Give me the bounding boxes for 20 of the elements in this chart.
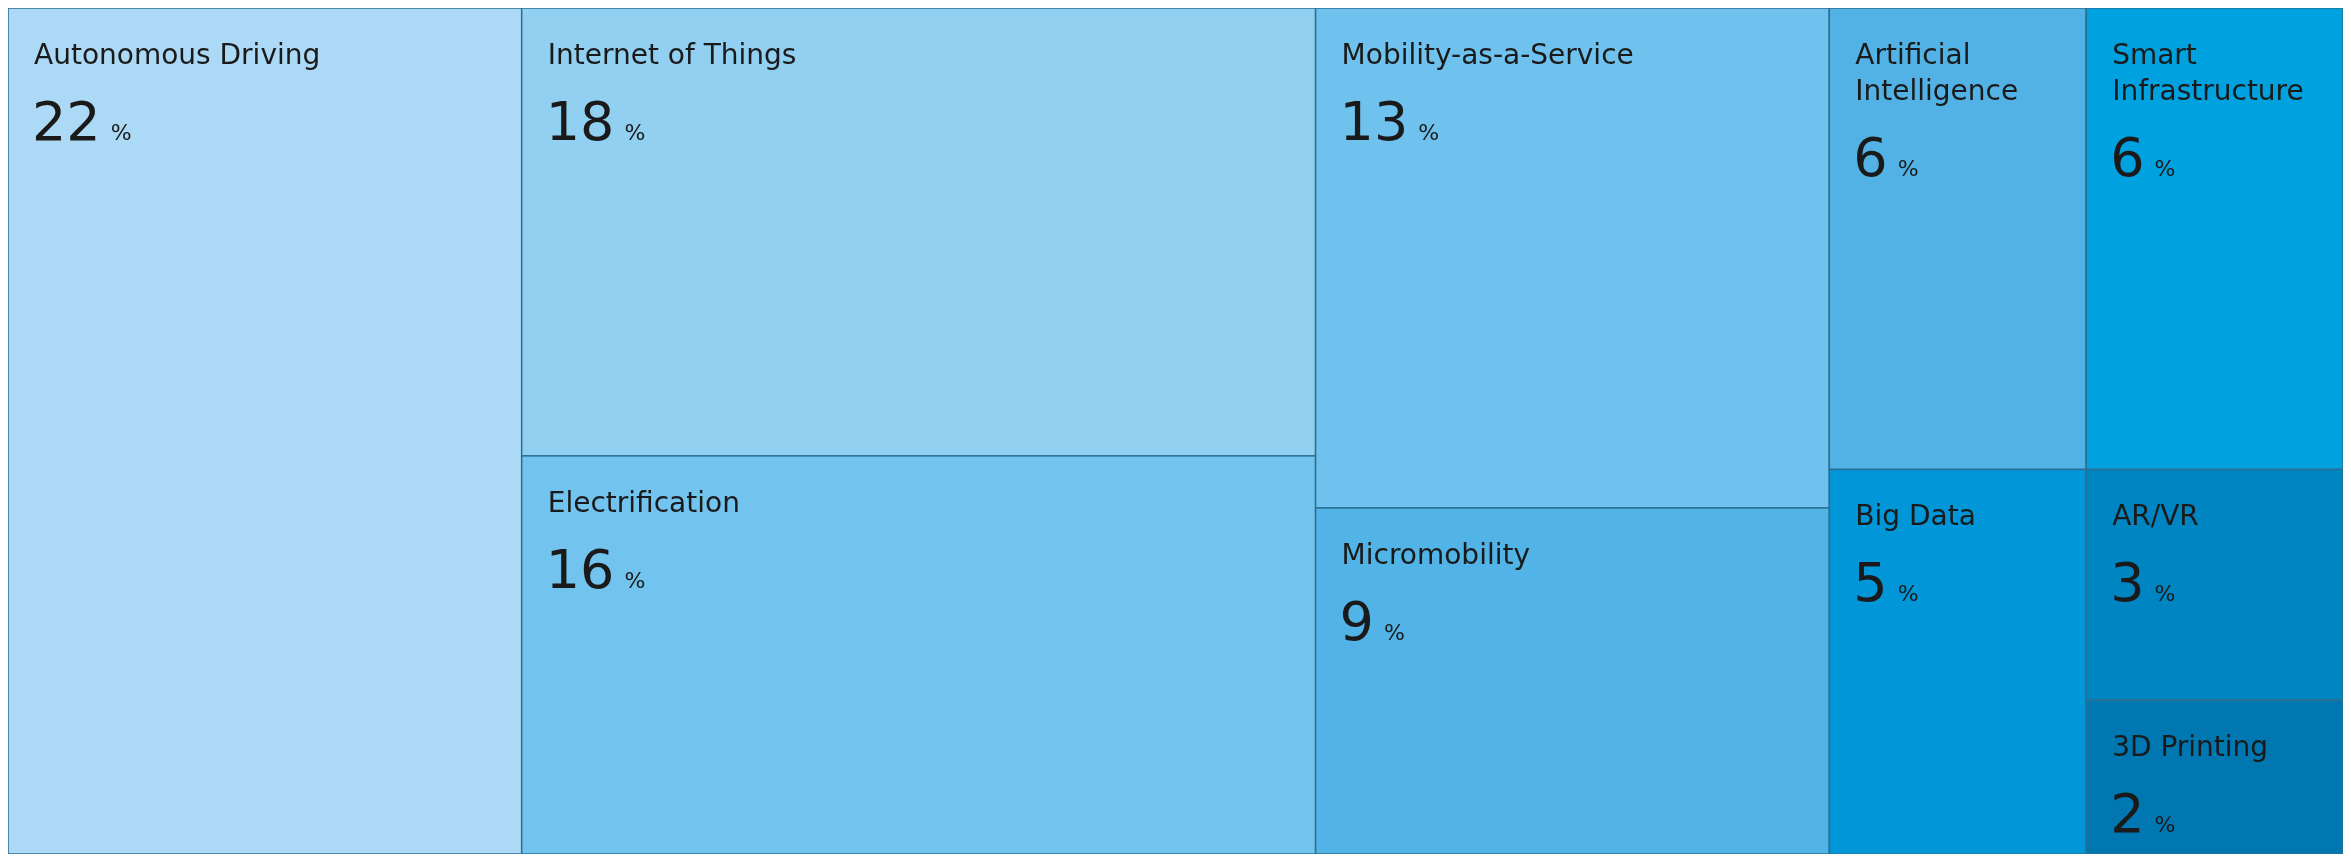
category-label: AR/VR [2112, 499, 2199, 533]
category-label: Mobility-as-a-Service [1341, 38, 1634, 71]
category-label: Autonomous Driving [34, 38, 321, 71]
data-label: 9 % [1339, 589, 1405, 653]
data-label: 18 % [545, 90, 646, 153]
data-label: 6 % [2110, 126, 2176, 189]
category-label: 3D Printing [2112, 730, 2269, 764]
data-label: 13 % [1339, 90, 1440, 153]
data-label: 16 % [545, 537, 646, 601]
data-label: 2 % [2110, 782, 2176, 846]
data-label: 22 % [32, 90, 132, 153]
category-label: Internet of Things [547, 38, 797, 71]
category-label: Electrification [547, 485, 740, 519]
category-label: Big Data [1855, 499, 1976, 533]
category-label: Artificial Intelligence [1855, 38, 2019, 107]
data-label: 5 % [1853, 551, 1919, 615]
category-label: Micromobility [1341, 537, 1531, 571]
category-label: Smart Infrastructure [2112, 38, 2304, 107]
data-label: 3 % [2110, 551, 2176, 615]
data-label: 6 % [1853, 126, 1919, 189]
